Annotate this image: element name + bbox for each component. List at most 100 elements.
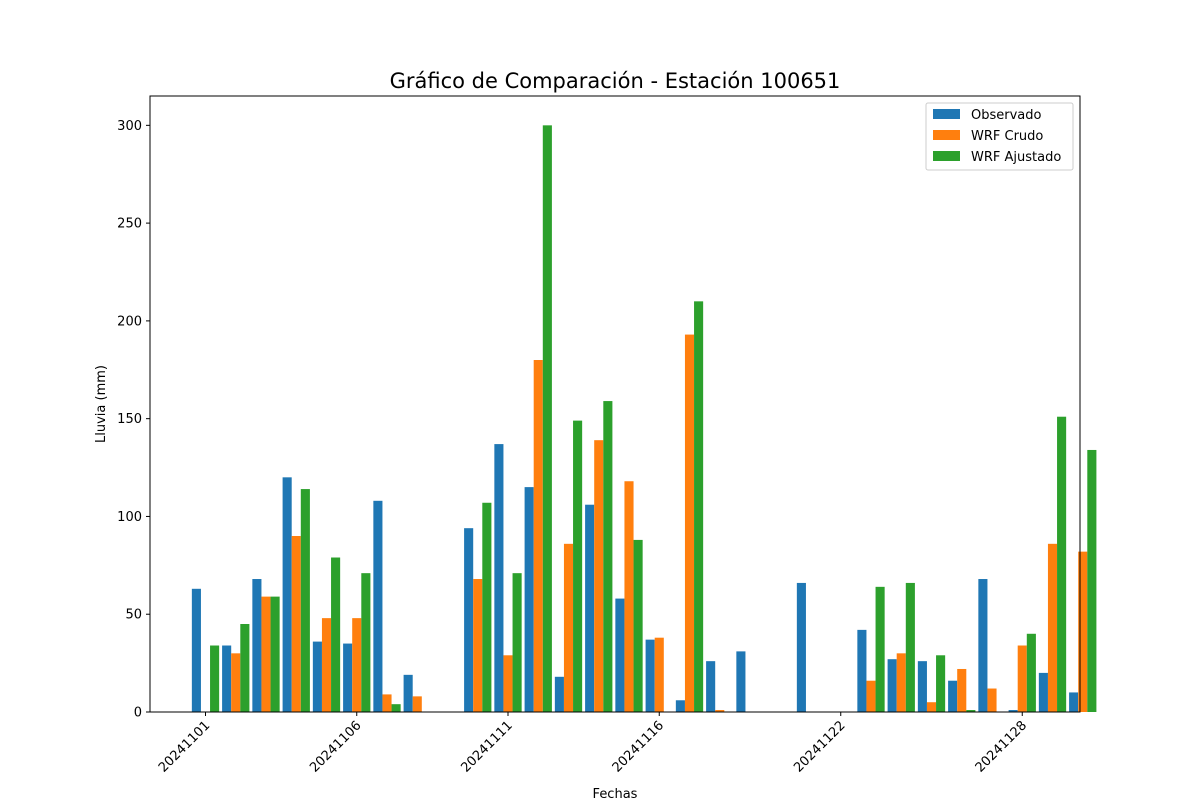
bar-wrf-ajustado-2024-11-07 bbox=[391, 704, 401, 712]
bar-wrf-ajustado-2024-11-17 bbox=[694, 301, 704, 712]
bar-wrf-crudo-2024-11-23 bbox=[866, 680, 876, 712]
y-tick-label: 50 bbox=[125, 608, 142, 623]
bar-wrf-crudo-2024-11-15 bbox=[624, 481, 634, 712]
y-tick-label: 100 bbox=[117, 510, 142, 525]
bar-wrf-crudo-2024-11-02 bbox=[231, 653, 241, 712]
bar-wrf-ajustado-2024-11-01 bbox=[210, 645, 220, 712]
bar-wrf-crudo-2024-11-30 bbox=[1078, 551, 1088, 712]
x-tick-label: 20241116 bbox=[610, 718, 667, 775]
bar-observado-2024-11-23 bbox=[857, 629, 867, 712]
bar-wrf-ajustado-2024-11-14 bbox=[603, 401, 613, 712]
legend-swatch bbox=[933, 151, 960, 161]
plot-frame bbox=[149, 95, 1081, 713]
bar-observado-2024-11-25 bbox=[917, 661, 927, 712]
y-tick-label: 200 bbox=[117, 314, 142, 329]
bar-wrf-crudo-2024-11-08 bbox=[412, 696, 422, 712]
bar-observado-2024-11-28 bbox=[1008, 710, 1018, 712]
x-tick-label: 20241128 bbox=[973, 718, 1030, 775]
bar-observado-2024-11-10 bbox=[464, 528, 474, 712]
bar-wrf-ajustado-2024-11-11 bbox=[512, 573, 522, 712]
bar-wrf-crudo-2024-11-06 bbox=[352, 618, 362, 712]
bar-wrf-crudo-2024-11-03 bbox=[261, 596, 271, 712]
x-tick-label: 20241106 bbox=[307, 718, 364, 775]
bar-observado-2024-11-01 bbox=[191, 588, 201, 712]
bar-wrf-ajustado-2024-11-03 bbox=[270, 596, 280, 712]
bar-observado-2024-11-30 bbox=[1069, 692, 1079, 712]
x-tick-label: 20241101 bbox=[156, 718, 213, 775]
bar-wrf-ajustado-2024-11-25 bbox=[936, 655, 946, 712]
x-axis: 20241101 20241106 20241111 20241116 20241122… bbox=[156, 712, 1030, 776]
bar-wrf-crudo-2024-11-17 bbox=[684, 334, 695, 712]
x-tick-label: 20241111 bbox=[458, 718, 515, 775]
legend-label: WRF Crudo bbox=[971, 129, 1043, 144]
bar-wrf-crudo-2024-11-07 bbox=[382, 694, 392, 712]
bar-wrf-ajustado-2024-11-04 bbox=[300, 489, 310, 712]
bar-observado-2024-11-24 bbox=[887, 659, 897, 712]
bar-wrf-ajustado-2024-11-28 bbox=[1026, 633, 1036, 712]
legend-swatch bbox=[933, 109, 960, 119]
bar-observado-2024-11-13 bbox=[554, 676, 564, 712]
bar-observado-2024-11-14 bbox=[585, 504, 595, 712]
bar-wrf-crudo-2024-11-11 bbox=[503, 655, 513, 712]
y-tick-label: 250 bbox=[117, 217, 142, 232]
legend-label: Observado bbox=[971, 108, 1042, 123]
bar-observado-2024-11-29 bbox=[1038, 672, 1048, 712]
bar-wrf-crudo-2024-11-26 bbox=[957, 668, 967, 712]
bar-wrf-ajustado-2024-11-26 bbox=[966, 710, 976, 712]
y-axis-label: Lluvia (mm) bbox=[94, 365, 109, 443]
bar-wrf-crudo-2024-11-25 bbox=[926, 702, 937, 712]
bar-wrf-crudo-2024-11-18 bbox=[715, 710, 725, 712]
bar-observado-2024-11-27 bbox=[978, 579, 988, 712]
bar-observado-2024-11-04 bbox=[282, 477, 292, 712]
chart-title: Gráfico de Comparación - Estación 100651 bbox=[390, 69, 841, 93]
bar-observado-2024-11-07 bbox=[373, 500, 383, 712]
bar-wrf-crudo-2024-11-27 bbox=[987, 688, 997, 712]
bar-observado-2024-11-06 bbox=[343, 643, 353, 712]
y-tick-label: 150 bbox=[117, 412, 142, 427]
bar-wrf-crudo-2024-11-24 bbox=[896, 653, 906, 712]
bar-wrf-crudo-2024-11-29 bbox=[1047, 543, 1058, 712]
bar-observado-2024-11-17 bbox=[675, 700, 685, 712]
y-axis: 0 50 100 150 200 250 300 bbox=[117, 119, 150, 721]
bar-wrf-crudo-2024-11-10 bbox=[473, 579, 483, 712]
bar-wrf-ajustado-2024-11-02 bbox=[240, 624, 250, 712]
bars-group bbox=[191, 125, 1097, 712]
bar-wrf-ajustado-2024-11-10 bbox=[482, 502, 492, 712]
bar-wrf-crudo-2024-11-13 bbox=[563, 543, 574, 712]
legend-box bbox=[925, 102, 1074, 171]
legend-item-observado: Observado bbox=[933, 108, 1042, 123]
bar-wrf-ajustado-2024-11-05 bbox=[331, 557, 341, 712]
legend-item-wrf-crudo: WRF Crudo bbox=[933, 129, 1043, 144]
bar-wrf-ajustado-2024-11-06 bbox=[361, 573, 371, 712]
bar-observado-2024-11-02 bbox=[222, 645, 232, 712]
bar-wrf-ajustado-2024-11-13 bbox=[573, 420, 583, 712]
bar-wrf-ajustado-2024-11-29 bbox=[1057, 416, 1067, 712]
bar-observado-2024-11-15 bbox=[615, 598, 625, 712]
bar-observado-2024-11-08 bbox=[403, 674, 413, 712]
y-tick-label: 300 bbox=[117, 119, 142, 134]
bar-observado-2024-11-19 bbox=[736, 651, 746, 712]
legend-swatch bbox=[933, 130, 960, 140]
bar-observado-2024-11-12 bbox=[524, 487, 534, 712]
x-axis-label: Fechas bbox=[593, 787, 638, 800]
bar-wrf-crudo-2024-11-28 bbox=[1017, 645, 1027, 712]
x-tick-label: 20241122 bbox=[791, 718, 848, 775]
bar-wrf-ajustado-2024-11-23 bbox=[875, 586, 885, 712]
bar-wrf-ajustado-2024-11-30 bbox=[1087, 449, 1097, 712]
bar-wrf-crudo-2024-11-16 bbox=[654, 637, 664, 712]
bar-observado-2024-11-18 bbox=[706, 661, 716, 712]
bar-wrf-ajustado-2024-11-12 bbox=[542, 125, 552, 712]
y-tick-label: 0 bbox=[134, 706, 142, 721]
bar-wrf-crudo-2024-11-04 bbox=[291, 536, 301, 712]
bar-observado-2024-11-21 bbox=[796, 582, 806, 712]
bar-observado-2024-11-26 bbox=[948, 680, 958, 712]
bar-observado-2024-11-03 bbox=[252, 579, 262, 712]
bar-observado-2024-11-05 bbox=[312, 641, 322, 712]
bar-observado-2024-11-11 bbox=[494, 444, 504, 712]
bar-wrf-ajustado-2024-11-15 bbox=[633, 539, 643, 712]
legend-item-wrf-ajustado: WRF Ajustado bbox=[933, 150, 1061, 165]
bar-wrf-crudo-2024-11-05 bbox=[321, 618, 332, 712]
bar-wrf-crudo-2024-11-14 bbox=[594, 440, 604, 712]
bar-wrf-ajustado-2024-11-24 bbox=[905, 582, 915, 712]
